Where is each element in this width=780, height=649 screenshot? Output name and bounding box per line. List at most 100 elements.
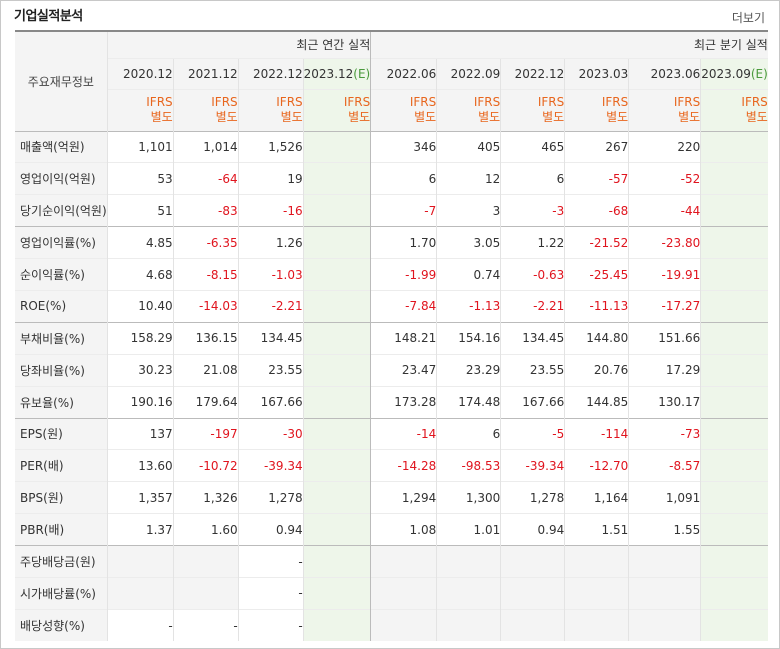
period-date: 2023.03 [578,66,629,81]
table-row: 시가배당률(%) - [15,576,768,610]
row-label: 유보율(%) [15,385,108,419]
row-label: 영업이익(억원) [15,162,108,195]
period-header: 2020.12 [106,57,174,89]
row-label: 부채비율(%) [15,321,108,355]
estimate-mark: (E) [353,66,371,81]
table-cell: 151.66 [628,321,701,355]
table-cell: 21.08 [172,353,239,387]
table-cell: -7 [370,194,437,227]
table-cell [302,417,371,450]
table-cell: 23.55 [500,353,565,387]
table-cell [302,130,371,163]
period-date: 2023.09 [701,66,751,81]
period-header: 2023.06 [628,57,701,89]
table-cell: 1,278 [500,481,565,514]
ifrs-top: IFRS [146,95,173,109]
period-date: 2020.12 [123,66,173,81]
ifrs-bottom: 별도 [215,110,238,124]
ifrs-label: IFRS 별도 [302,88,371,131]
table-cell: 346 [370,130,437,163]
ifrs-bottom: 별도 [150,110,173,124]
table-cell: 1,526 [237,130,304,163]
table-cell: -114 [564,417,629,450]
period-date: 2021.12 [188,66,238,81]
table-cell: 144.80 [564,321,629,355]
table-cell [700,289,768,323]
table-cell: 1,101 [106,130,174,163]
financial-table: 주요재무정보 최근 연간 실적 최근 분기 실적 2020.12 2021.12 2022… [15,30,768,642]
ifrs-top: IFRS [473,95,501,109]
table-cell: -3 [500,194,565,227]
table-cell: 0.94 [500,513,565,546]
table-cell: 130.17 [628,385,701,419]
table-cell [302,289,371,323]
table-cell [302,162,371,195]
table-cell [302,385,371,419]
table-cell [700,481,768,514]
period-header: 2022.12 [237,57,304,89]
ifrs-top: IFRS [601,95,629,109]
table-cell [106,545,174,578]
table-cell: 136.15 [172,321,239,355]
period-date: 2023.12 [303,66,354,81]
table-cell: -68 [564,194,629,227]
table-cell: -197 [172,417,239,450]
annual-group-header: 최근 연간 실적 [106,30,371,58]
table-cell: - [237,545,304,578]
period-header: 2022.12 [500,57,565,89]
table-cell [436,545,501,578]
table-row: 매출액(억원) 1,101 1,014 1,526 346 405 465 267 220 [15,130,768,163]
table-row: 당기순이익(억원) 51 -83 -16 -7 3 -3 -68 -44 [15,194,768,227]
table-cell: -83 [172,194,239,227]
table-cell: 0.74 [436,258,501,291]
table-cell: 6 [500,162,565,195]
table-cell: 1.22 [500,226,565,259]
ifrs-bottom: 별도 [606,110,629,124]
table-cell: -98.53 [436,449,501,482]
table-row: 순이익률(%) 4.68 -8.15 -1.03 -1.99 0.74 -0.63 -25.4… [15,258,768,291]
table-cell [700,162,768,195]
table-cell: 190.16 [106,385,174,419]
table-cell [302,258,371,291]
table-cell: -16 [237,194,304,227]
ifrs-top: IFRS [741,95,768,109]
table-row: 배당성향(%) - - - [15,608,768,642]
table-cell: 1,278 [237,481,304,514]
quarter-group-header: 최근 분기 실적 [370,30,768,58]
table-cell: -14 [370,417,437,450]
table-cell: 10.40 [106,289,174,323]
table-row: 영업이익(억원) 53 -64 19 6 12 6 -57 -52 [15,162,768,195]
ifrs-top: IFRS [343,95,371,109]
table-cell: 137 [106,417,174,450]
more-link[interactable]: 더보기 [731,11,765,25]
table-cell [564,576,629,610]
table-cell [564,545,629,578]
table-row: 유보율(%) 190.16 179.64 167.66 173.28 174.48 167.… [15,385,768,419]
ifrs-label: IFRS 별도 [370,88,437,131]
ifrs-top: IFRS [673,95,701,109]
table-cell: -73 [628,417,701,450]
table-cell [302,353,371,387]
table-cell: 23.29 [436,353,501,387]
table-cell [628,608,701,642]
table-cell [436,608,501,642]
table-cell: 17.29 [628,353,701,387]
period-header: 2023.09(E) [700,57,768,89]
table-cell: -2.21 [500,289,565,323]
table-row: PER(배) 13.60 -10.72 -39.34 -14.28 -98.53 -39.3… [15,449,768,482]
ifrs-bottom: 별도 [542,110,565,124]
table-cell: 158.29 [106,321,174,355]
table-cell: 20.76 [564,353,629,387]
table-cell [628,545,701,578]
table-cell: -0.63 [500,258,565,291]
table-cell: -19.91 [628,258,701,291]
table-cell [700,353,768,387]
row-label: 배당성향(%) [15,608,108,642]
ifrs-label: IFRS 별도 [436,88,501,131]
table-cell [700,194,768,227]
table-cell: 6 [436,417,501,450]
table-cell [302,545,371,578]
table-cell [628,576,701,610]
table-cell: 1,300 [436,481,501,514]
table-cell [302,226,371,259]
